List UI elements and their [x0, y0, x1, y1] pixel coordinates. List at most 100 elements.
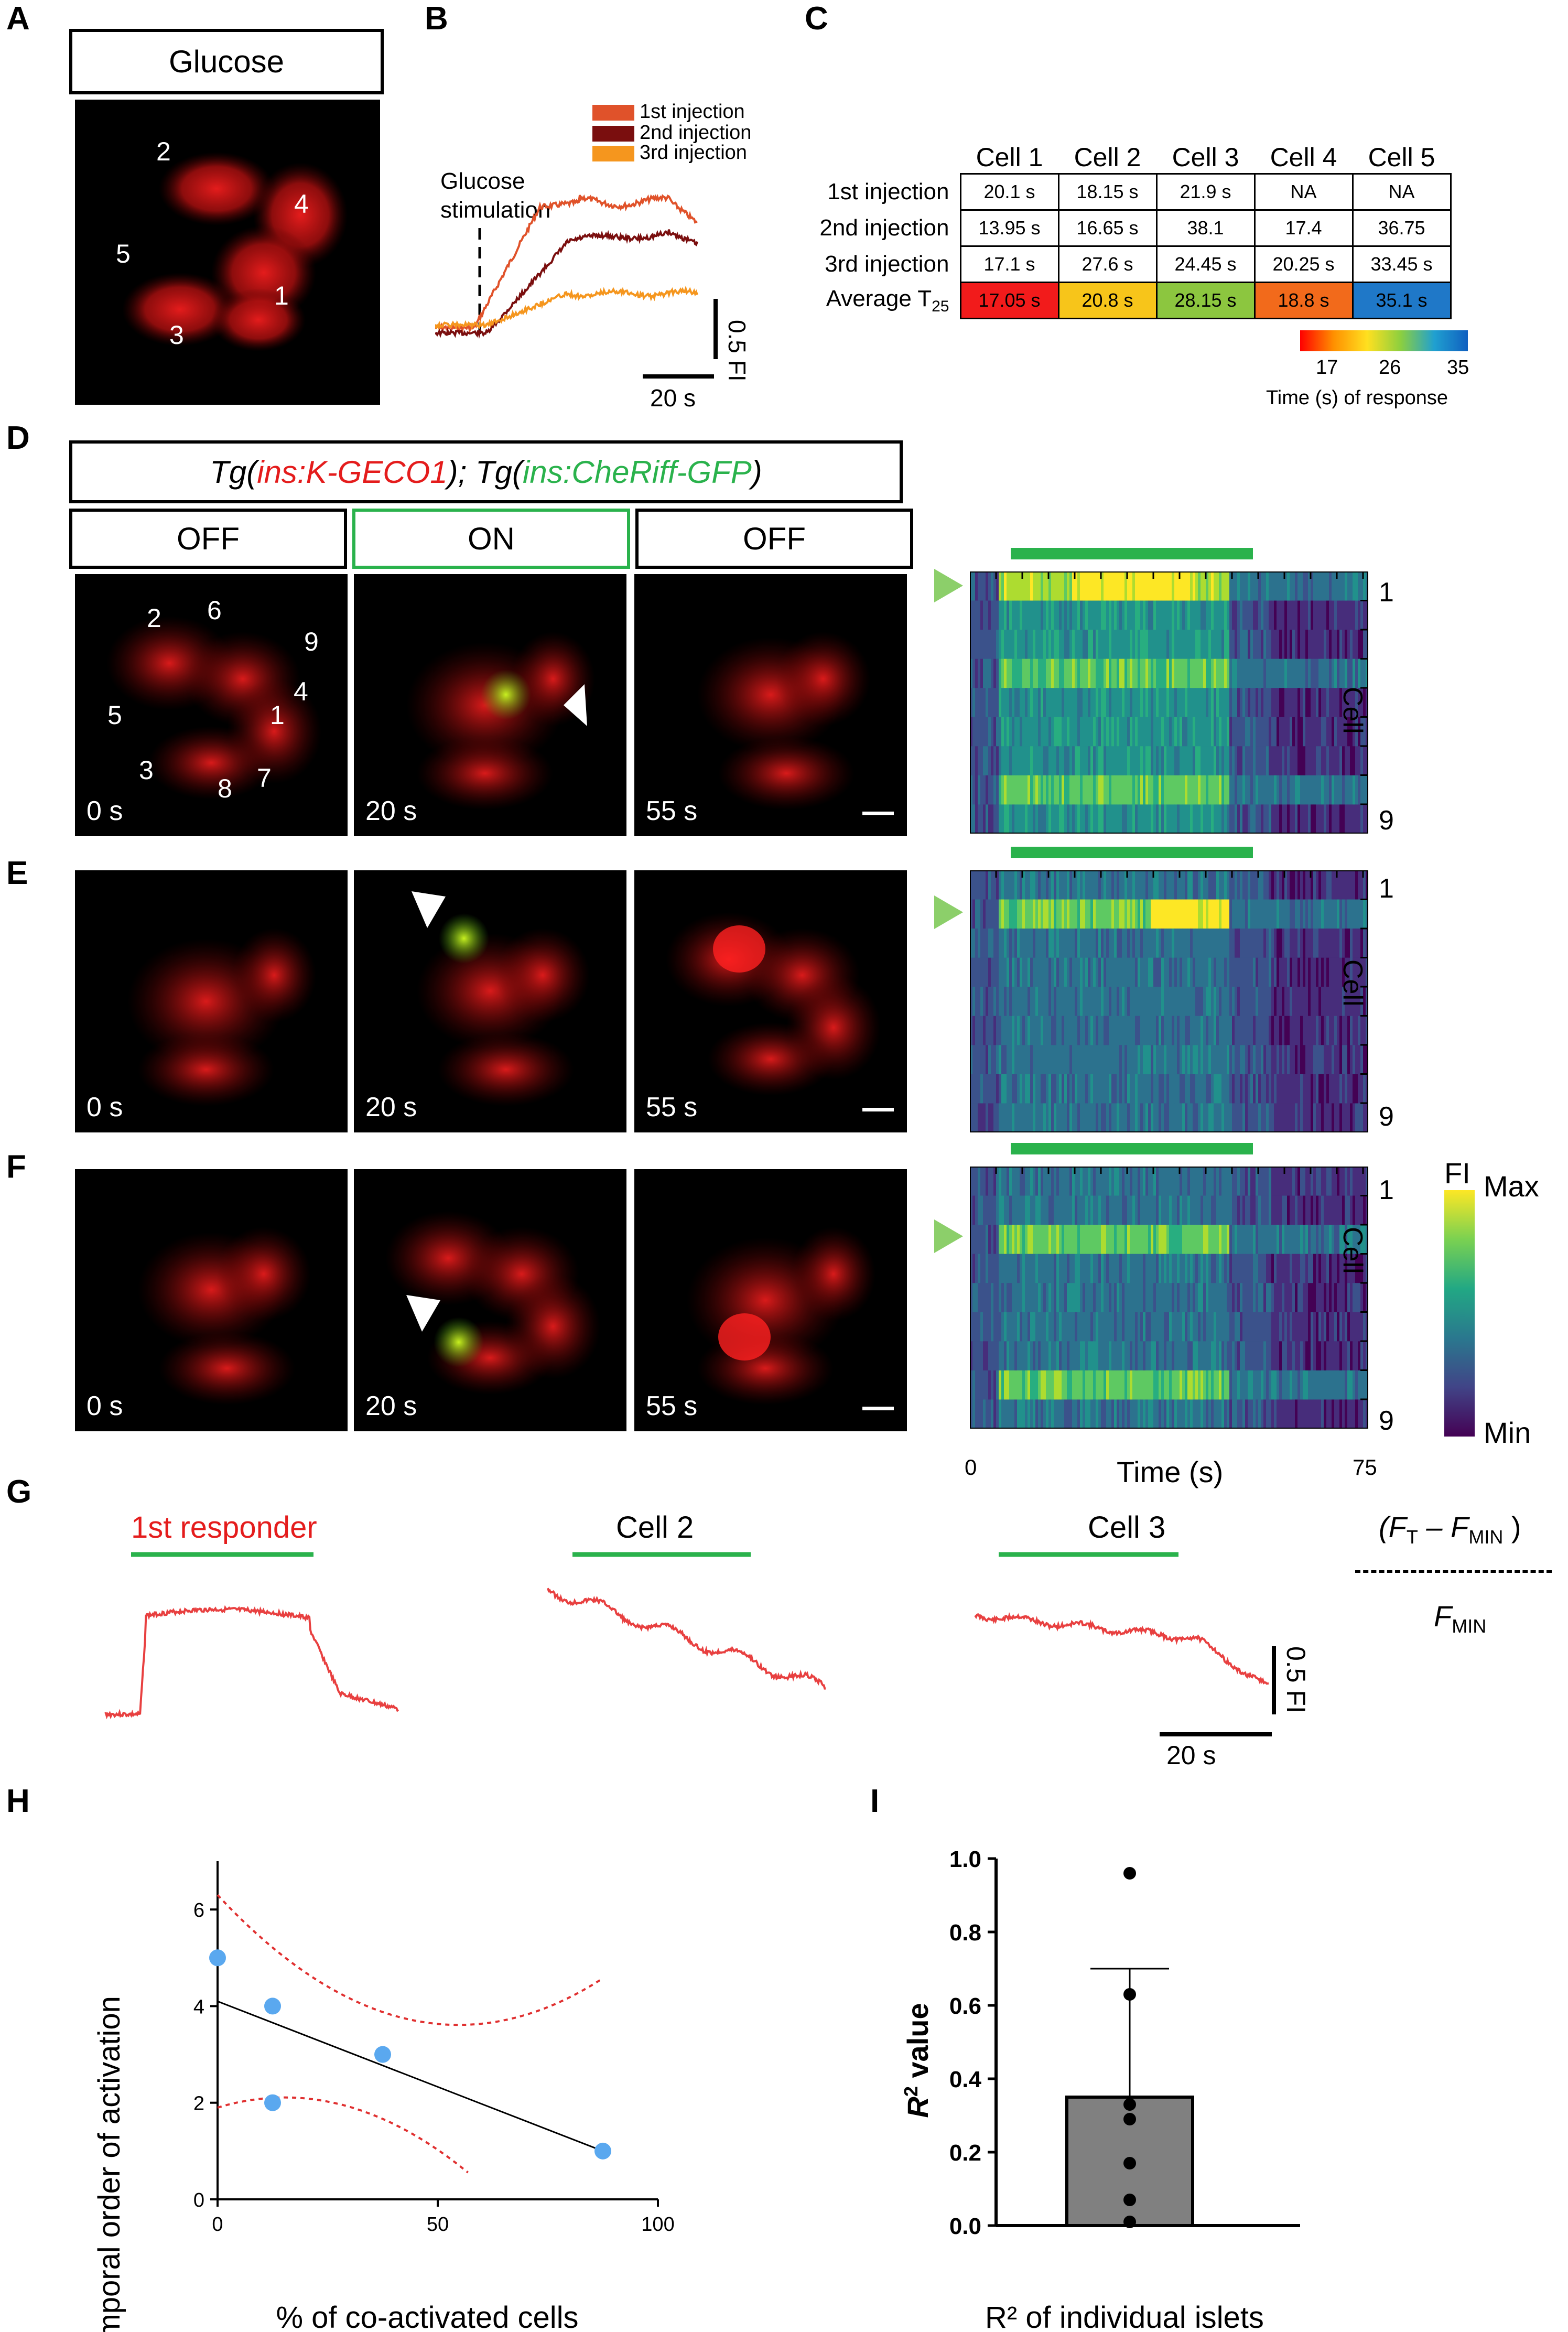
micrograph-frame: 55 s	[634, 870, 907, 1132]
panel-label-h: H	[6, 1783, 30, 1819]
x-tick-label: 50	[427, 2214, 449, 2236]
timestamp: 20 s	[365, 1092, 417, 1122]
trace-title-cell-3: Cell 3	[1088, 1510, 1166, 1545]
micrograph-frame: 20 s	[354, 574, 626, 836]
glucose-label: Glucose	[168, 44, 285, 79]
legend-label: 2nd injection	[640, 122, 751, 144]
heatmap-label: 9	[1379, 1406, 1394, 1436]
scale-bar	[862, 812, 894, 815]
panel-label-e: E	[6, 855, 28, 891]
legend-label: 1st injection	[640, 101, 745, 123]
y-tick-label: 1.0	[949, 1847, 981, 1872]
table-cell: 24.45 s	[1155, 245, 1256, 283]
trace-1st-injection	[435, 194, 698, 334]
legend-label: 3rd injection	[640, 142, 747, 164]
data-point	[374, 2046, 391, 2063]
column-header: Cell 5	[1368, 143, 1435, 172]
table-cell: NA	[1351, 173, 1452, 211]
arrowhead-icon	[412, 891, 446, 928]
glucose-label-box: Glucose	[69, 29, 384, 94]
fi-colorbar-title: FI	[1444, 1157, 1470, 1190]
y-axis-label: Temporal order of activation	[92, 1996, 126, 2332]
data-point	[594, 2142, 611, 2160]
x-axis-label: R² of individual islets	[985, 2301, 1264, 2332]
micrograph-frame: 55 s	[634, 1169, 907, 1431]
fi-colorbar	[1444, 1190, 1475, 1437]
table-row: 1st injection 20.1 s 18.15 s 21.9 s NA N…	[786, 173, 1452, 211]
cell-number: 5	[107, 700, 122, 730]
micrograph-frame: 0 s	[75, 870, 348, 1132]
micrograph-frame: 20 s	[354, 1169, 626, 1431]
cell-number: 9	[304, 627, 319, 656]
light-on-bar	[1011, 847, 1253, 858]
table-row: 3rd injection 17.1 s 27.6 s 24.45 s 20.2…	[786, 245, 1452, 283]
y-tick-label: 2	[193, 2093, 204, 2115]
trace-cell-3	[974, 1612, 1269, 1685]
cell-number: 4	[294, 189, 309, 219]
islet-image	[106, 616, 321, 800]
panel-label-i: I	[870, 1783, 880, 1819]
y-tick-label: 0	[193, 2189, 204, 2211]
row-label: 2nd injection	[819, 215, 949, 241]
legend-swatch	[592, 146, 634, 161]
formula-numerator: (FT – FMIN )	[1379, 1510, 1521, 1548]
ci-upper	[217, 1894, 604, 2026]
panel-b-traces: 1st injection 2nd injection 3rd injectio…	[434, 101, 751, 412]
formula-sub: MIN	[1468, 1526, 1504, 1548]
response-time-table: Cell 1 Cell 2 Cell 3 Cell 4 Cell 5 1st i…	[786, 142, 1452, 319]
table-row-average: Average T25 17.05 s 20.8 s 28.15 s 18.8 …	[786, 282, 1452, 319]
panel-c-colorbar	[1300, 330, 1468, 351]
genotype-cheriff: ins:CheRiff-GFP	[523, 454, 752, 490]
islet-image	[412, 891, 590, 1106]
x-tick-label: 0	[212, 2214, 223, 2236]
table-cell: 27.6 s	[1057, 245, 1158, 283]
trace-title-1st-responder: 1st responder	[131, 1510, 317, 1545]
y-tick-label: 0.0	[949, 2214, 981, 2239]
heatmap-label: Cell	[1337, 1227, 1368, 1274]
panel-g-traces: 0.5 FI 20 s	[104, 1552, 1311, 1767]
column-header: Cell 3	[1172, 143, 1239, 172]
activated-cell	[434, 1317, 484, 1367]
data-point	[1123, 1988, 1136, 2001]
cell-number: 1	[274, 281, 289, 310]
data-point	[209, 1949, 226, 1967]
panel-label-a: A	[6, 1, 30, 37]
table-cell: 20.1 s	[959, 173, 1059, 211]
data-point	[1123, 2157, 1136, 2169]
scale-label-y: 0.5 FI	[1281, 1646, 1311, 1713]
scale-label-x: 20 s	[650, 384, 696, 412]
timestamp: 55 s	[646, 1391, 698, 1421]
average-cell: 20.8 s	[1057, 282, 1158, 319]
genotype-kgeco: ins:K-GECO1	[257, 454, 448, 490]
scale-bar	[862, 1108, 894, 1111]
scale-label-x: 20 s	[1166, 1741, 1216, 1767]
y-label-rest: value	[901, 2003, 934, 2086]
state-label: OFF	[743, 521, 806, 556]
timestamp: 20 s	[365, 1391, 417, 1421]
table-cell: 36.75	[1351, 209, 1452, 247]
table-cell: 16.65 s	[1057, 209, 1158, 247]
panel-a-micrograph: 2 4 5 1 3	[75, 100, 380, 405]
fit-line	[217, 2000, 603, 2152]
cell-number: 3	[139, 755, 154, 785]
cell-number: 4	[294, 677, 308, 706]
average-cell: 18.8 s	[1253, 282, 1354, 319]
data-point	[1123, 2113, 1136, 2125]
micrograph-frame: 55 s	[634, 574, 907, 836]
cell-number: 8	[218, 774, 232, 803]
colorbar-label: Time (s) of response	[1266, 387, 1448, 409]
activated-cell	[481, 670, 531, 720]
x-tick-label: 100	[641, 2214, 674, 2236]
state-label: ON	[468, 521, 515, 556]
formula-part: F	[1434, 1600, 1452, 1633]
table-cell: 38.1	[1155, 209, 1256, 247]
time-axis-label: Time (s)	[1117, 1455, 1224, 1488]
y-axis-label: R2 value	[900, 2003, 934, 2118]
genotype-title-box: Tg(ins:K-GECO1); Tg(ins:CheRiff-GFP)	[69, 440, 903, 503]
trace-2nd-injection	[434, 229, 698, 339]
panel-label-d: D	[6, 420, 30, 456]
bar-chart-i: R2 value R² of individual islets 0.0 0.2 0…	[900, 1847, 1300, 2332]
cell-number: 5	[116, 239, 131, 268]
heatmap-label: Cell	[1337, 687, 1368, 734]
table-cell: 18.15 s	[1057, 173, 1158, 211]
